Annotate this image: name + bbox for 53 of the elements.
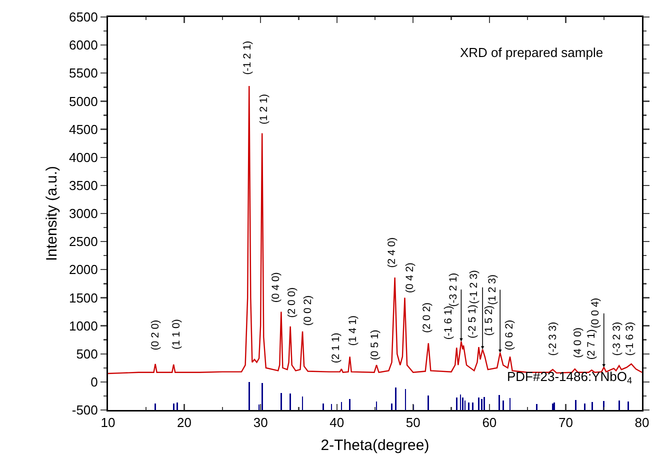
annotation: (-3 2 3) xyxy=(610,322,623,356)
annotation: (2 7 1) xyxy=(586,329,598,360)
y-tick-label: 4500 xyxy=(68,122,98,137)
annotation: (1 2 1) xyxy=(258,94,270,124)
annotation: (-1 6 3) xyxy=(624,322,636,356)
y-tick-label: 6000 xyxy=(68,38,98,53)
annotation: (-1 2 1) xyxy=(242,40,254,75)
annotation: (0 6 2) xyxy=(503,320,516,350)
annotation: (-1 6 1) xyxy=(442,306,455,340)
annotation: (4 0 0) xyxy=(572,328,584,358)
annotation: (0 0 4) xyxy=(590,298,602,328)
y-tick-label: 5500 xyxy=(68,66,98,81)
x-axis-title: 2-Theta(degree) xyxy=(320,436,430,454)
y-tick-label: 1500 xyxy=(68,290,98,306)
annotation: (-2 3 3) xyxy=(546,322,559,356)
x-tick-label: 30 xyxy=(253,415,268,430)
annotation: (0 5 1) xyxy=(368,330,381,360)
x-tick-label: 10 xyxy=(100,415,116,430)
annotation: (-1 2 3) xyxy=(468,270,480,304)
y-tick-label: 4000 xyxy=(68,150,98,165)
x-tick-label: 50 xyxy=(406,415,420,430)
annotation: (-3 2 1) xyxy=(448,272,460,307)
x-tick-label: 80 xyxy=(634,415,650,430)
y-tick-label: 2000 xyxy=(68,262,98,278)
annotation: (1 4 1) xyxy=(346,315,359,346)
annotation: (2 0 2) xyxy=(420,302,433,333)
y-tick-label: 500 xyxy=(76,346,98,362)
x-tick-label: 70 xyxy=(558,415,573,430)
y-tick-label: 6500 xyxy=(68,10,98,25)
annotation: (0 0 2) xyxy=(302,295,314,326)
annotation: (0 2 0) xyxy=(149,320,162,350)
annotation: (1 5 2) xyxy=(482,305,495,336)
annotation: (2 4 0) xyxy=(386,237,398,268)
x-tick-label: 40 xyxy=(330,415,344,430)
annotation: (0 4 0) xyxy=(270,272,282,303)
annotation: (0 4 2) xyxy=(404,262,416,293)
y-axis-title: Intensity (a.u.) xyxy=(43,166,60,262)
annotation: XRD of prepared sample xyxy=(460,45,604,60)
annotation: (2 0 0) xyxy=(286,287,298,318)
y-tick-label: 1000 xyxy=(68,318,98,334)
annotation: (1 1 0) xyxy=(170,319,183,350)
x-tick-label: 20 xyxy=(177,415,192,430)
y-tick-label: 0 xyxy=(90,374,98,390)
y-tick-label: 3000 xyxy=(68,206,98,222)
y-tick-label: 2500 xyxy=(68,234,98,250)
annotation: (-2 5 1) xyxy=(466,304,479,338)
annotation: (1 2 3) xyxy=(486,274,498,305)
x-tick-label: 60 xyxy=(482,415,497,430)
annotation: (2 1 1) xyxy=(330,332,342,364)
annotation: PDF#23-1486:YNbO$_{4}$ xyxy=(507,369,632,386)
y-tick-label: 5000 xyxy=(68,94,98,109)
y-tick-label: -500 xyxy=(72,402,98,418)
y-tick-label: 3500 xyxy=(68,178,98,193)
